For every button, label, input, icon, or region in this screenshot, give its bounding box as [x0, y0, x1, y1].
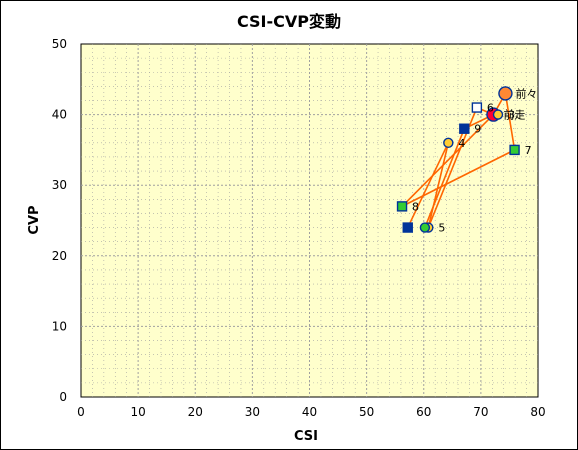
- point-label: 6: [487, 102, 494, 115]
- data-point: [498, 86, 513, 101]
- data-point: [509, 144, 520, 156]
- y-axis-label: CVP: [27, 205, 42, 234]
- point-label: 前走: [503, 108, 525, 122]
- x-tick-label: 20: [188, 405, 203, 419]
- x-tick-label: 70: [473, 405, 488, 419]
- data-point: [459, 123, 470, 134]
- point-label: 9: [474, 123, 481, 136]
- point-label: 7: [525, 144, 532, 157]
- y-tick-label: 10: [52, 319, 67, 333]
- data-markers: [396, 86, 520, 233]
- tick-labels: 0 10 20 30 40 50 60 70 80 0 10 20 30 40 50: [52, 37, 546, 419]
- x-tick-label: 40: [302, 405, 317, 419]
- point-label: 前々: [515, 86, 537, 100]
- y-tick-label: 0: [59, 390, 67, 404]
- x-tick-label: 10: [130, 405, 145, 419]
- connecting-line: [407, 142, 450, 228]
- connecting-line: [427, 142, 450, 228]
- point-label: 3: [508, 109, 515, 122]
- data-point: [402, 222, 413, 233]
- point-label: 4: [458, 137, 465, 150]
- x-tick-label: 30: [245, 405, 260, 419]
- data-point: [443, 137, 454, 149]
- data-point: [396, 201, 408, 212]
- x-tick-label: 50: [359, 405, 374, 419]
- connecting-line: [401, 149, 515, 208]
- data-point: [419, 222, 431, 233]
- point-label: 5: [438, 222, 445, 235]
- chart-title: CSI-CVP変動: [237, 12, 341, 31]
- y-tick-label: 30: [52, 178, 67, 192]
- y-tick-label: 50: [52, 37, 67, 51]
- data-point: [471, 102, 483, 113]
- x-axis-label: CSI: [294, 429, 318, 444]
- data-point: [492, 109, 504, 120]
- connecting-line: [504, 93, 516, 151]
- x-tick-label: 80: [530, 405, 545, 419]
- gridlines: [81, 44, 538, 397]
- point-label: 8: [412, 200, 419, 213]
- connecting-line: [401, 114, 495, 207]
- x-tick-label: 60: [416, 405, 431, 419]
- x-tick-label: 0: [77, 405, 85, 419]
- y-tick-label: 40: [52, 108, 67, 122]
- y-tick-label: 20: [52, 249, 67, 263]
